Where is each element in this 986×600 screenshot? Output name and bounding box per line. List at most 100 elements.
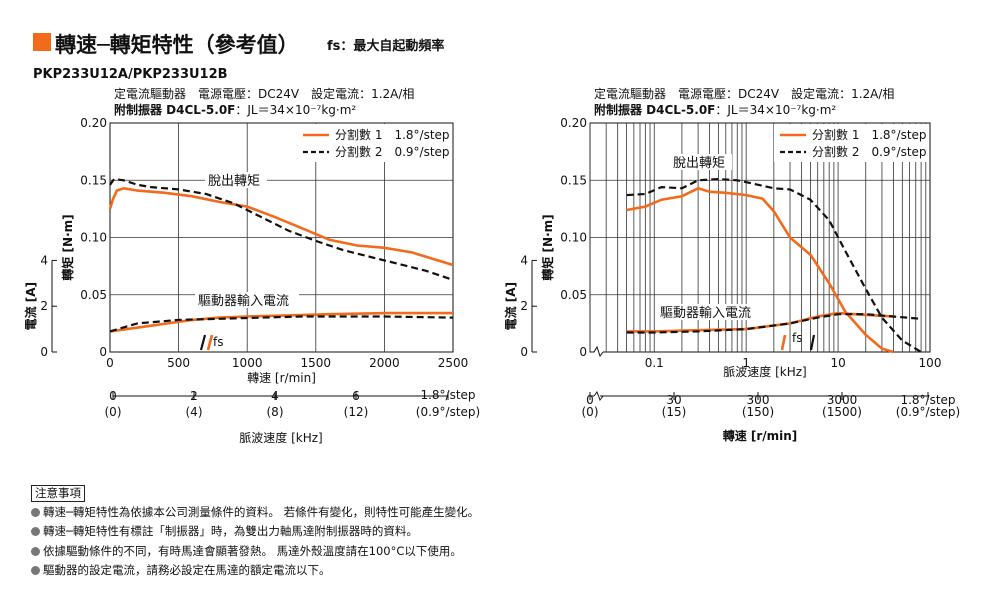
legend-label: 分割數 1 1.8°/step	[812, 127, 927, 142]
x-tick-label: 100	[919, 356, 942, 370]
speed-tick-label: 3000	[827, 393, 858, 407]
pulse-tick-label: 0	[109, 389, 117, 403]
pulse-tick-label: 1.8°/step	[420, 388, 475, 402]
y-tick-label: 0.15	[80, 173, 107, 187]
series-torque-dashed	[109, 177, 454, 281]
x-axis-label: 脈波速度 [kHz]	[723, 364, 806, 379]
annotation-pullout: 脫出轉矩	[673, 156, 725, 171]
current-axis-label: 電流 [A]	[23, 282, 38, 330]
series-current-dashed	[626, 313, 922, 334]
x-tick-label: 2000	[369, 356, 400, 370]
pulse-tick-label: 6	[352, 389, 360, 403]
current-tick-label: 2	[40, 299, 48, 313]
annotation-bg	[195, 292, 299, 308]
inertia-spec: ：JL＝34×10⁻⁷kg·m²	[715, 103, 836, 117]
series-torque-dashed	[626, 177, 922, 353]
notes-section: 注意事項 轉速─轉矩特性為依據本公司測量條件的資料。 若條件有變化，則特性可能產…	[31, 484, 479, 580]
title-accent-square	[33, 33, 51, 51]
annotation-bg	[670, 154, 732, 170]
current-axis-label: 電流 [A]	[503, 282, 518, 330]
legend-label: 分割數 2 0.9°/step	[812, 144, 927, 159]
fs-mark-dashed	[809, 334, 816, 351]
x-tick-label: 2500	[438, 356, 469, 370]
annotation-pullout: 脫出轉矩	[208, 174, 260, 189]
note-item: 依據驅動條件的不同，有時馬達會顯著發熱。 馬達外殼溫度請在100°C以下使用。	[31, 542, 479, 561]
series-current-solid	[109, 311, 453, 333]
info-line: 定電流驅動器 電源電壓：DC24V 設定電流：1.2A/相	[114, 86, 414, 101]
x-tick-label: 0.1	[645, 356, 664, 370]
pulse-tick-sub: (12)	[344, 405, 369, 419]
x-tick-label: 10	[830, 356, 845, 370]
speed-tick-sub: (0.9°/step)	[896, 405, 960, 419]
y-axis-label: 轉矩 [N·m]	[540, 214, 555, 280]
notes-header: 注意事項	[31, 485, 85, 502]
speed-tick-label: 1.8°/step	[900, 393, 955, 407]
series-torque-solid	[108, 186, 454, 267]
speed-tick-label: 300	[747, 393, 770, 407]
note-item: 轉速─轉矩特性為依據本公司測量條件的資料。 若條件有變化，則特性可能產生變化。	[31, 503, 479, 522]
pulse-axis-label: 脈波速度 [kHz]	[239, 430, 322, 445]
info-line: 定電流驅動器 電源電壓：DC24V 設定電流：1.2A/相	[594, 86, 894, 101]
current-tick-label: 4	[520, 253, 528, 267]
y-tick-label: 0	[579, 345, 587, 359]
bullet-icon	[31, 565, 40, 575]
x-tick-label: 0	[106, 356, 114, 370]
y-tick-label: 0.20	[80, 116, 107, 130]
x-axis-label: 轉速 [r/min]	[247, 371, 316, 385]
y-tick-label: 0.10	[80, 231, 107, 245]
page-title: 轉速─轉矩特性（參考值）	[55, 33, 299, 57]
damper-model: 附制振器 D4CL-5.0F	[594, 102, 715, 117]
current-tick-label: 4	[40, 253, 48, 267]
x-tick-label: 1000	[232, 356, 263, 370]
pulse-tick-sub: (4)	[186, 405, 203, 419]
info-line-2: 附制振器 D4CL-5.0F：JL＝34×10⁻⁷kg·m²	[114, 102, 356, 117]
y-tick-label: 0.10	[560, 231, 587, 245]
annotation-bg	[657, 304, 761, 320]
note-item: 驅動器的設定電流，請務必設定在馬達的額定電流以下。	[31, 561, 479, 580]
x-tick-label: 1	[742, 356, 750, 370]
bullet-icon	[31, 508, 40, 518]
fs-mark-solid	[206, 334, 214, 351]
fs-note: fs：最大自起動頻率	[327, 39, 445, 54]
x-tick-label: 1500	[301, 356, 332, 370]
note-text: 驅動器的設定電流，請務必設定在馬達的額定電流以下。	[43, 562, 331, 577]
current-tick-label: 0	[40, 345, 48, 359]
damper-model: 附制振器 D4CL-5.0F	[114, 102, 235, 117]
speed-tick-sub: (150)	[742, 405, 774, 419]
inertia-spec: ：JL＝34×10⁻⁷kg·m²	[235, 103, 356, 117]
pulse-tick-label: 2	[190, 389, 198, 403]
x-tick-label: 500	[167, 356, 190, 370]
note-item: 轉速─轉矩特性有標註「制振器」時，為雙出力軸馬達附制振器時的資料。	[31, 522, 479, 541]
legend-label: 分割數 2 0.9°/step	[335, 144, 450, 159]
y-tick-label: 0.05	[560, 288, 587, 302]
fs-mark-dashed	[199, 334, 207, 351]
current-tick-label: 2	[520, 299, 528, 313]
annotation-fs: fs	[213, 335, 223, 349]
speed-tick-label: 0	[586, 393, 594, 407]
y-tick-label: 0	[99, 345, 107, 359]
axis-break-icon	[593, 390, 604, 402]
annotation-fs: fs	[792, 331, 802, 345]
legend-label: 分割數 1 1.8°/step	[335, 127, 450, 142]
bullet-icon	[31, 546, 40, 556]
current-tick-label: 0	[520, 345, 528, 359]
y-tick-label: 0.05	[80, 288, 107, 302]
series-torque-solid	[626, 186, 894, 354]
pulse-tick-sub: (0)	[105, 405, 122, 419]
axis-break-icon	[590, 345, 604, 358]
model-id: PKP233U12A/PKP233U12B	[33, 67, 228, 82]
annotation-current: 驅動器輸入電流	[660, 306, 751, 321]
y-tick-label: 0.20	[560, 116, 587, 130]
annotation-current: 驅動器輸入電流	[198, 294, 289, 309]
note-text: 轉速─轉矩特性為依據本公司測量條件的資料。 若條件有變化，則特性可能產生變化。	[43, 505, 480, 520]
fs-mark-solid	[780, 334, 787, 351]
y-tick-label: 0.15	[560, 173, 587, 187]
legend-box	[297, 124, 452, 162]
note-text: 依據驅動條件的不同，有時馬達會顯著發熱。 馬達外殼溫度請在100°C以下使用。	[43, 543, 462, 558]
pulse-tick-label: 4	[271, 389, 279, 403]
annotation-bg	[205, 172, 267, 188]
speed-tick-sub: (15)	[662, 405, 687, 419]
pulse-tick-sub: (8)	[267, 405, 284, 419]
legend-box	[774, 124, 929, 162]
